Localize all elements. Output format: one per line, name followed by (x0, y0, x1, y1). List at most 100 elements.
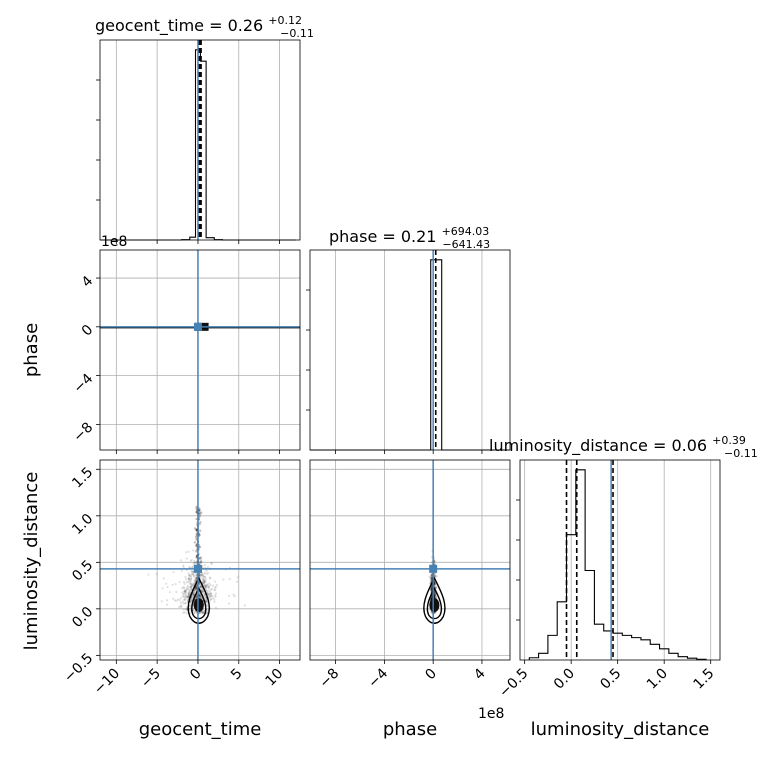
sample-point (192, 549, 195, 552)
xlabel-phase: phase (383, 719, 437, 740)
sample-point (192, 612, 196, 615)
sample-point (204, 585, 208, 588)
sample-point (187, 594, 190, 597)
sample-point (199, 576, 202, 579)
sample-point (180, 605, 183, 609)
sample-point (191, 573, 194, 576)
xtick-label-luminosity_distance: 0.0 (551, 666, 578, 693)
sample-point (192, 607, 195, 610)
sample-point (191, 593, 195, 596)
sample-point (190, 584, 194, 587)
sample-point (198, 574, 201, 578)
sample-point (212, 597, 215, 600)
histogram-phase (310, 259, 510, 451)
sample-point (189, 578, 192, 581)
sample-point (172, 571, 175, 574)
sample-point (200, 610, 203, 614)
sample-point (205, 600, 208, 603)
histogram-luminosity_distance (528, 469, 707, 660)
sample-point (190, 584, 193, 587)
sample-point (199, 585, 202, 589)
sample-point (190, 570, 193, 573)
sample-point (185, 569, 188, 572)
sample-point (193, 527, 197, 530)
sample-point (165, 603, 169, 606)
sample-point (188, 574, 191, 577)
sample-point (191, 593, 195, 596)
sample-point (429, 589, 433, 592)
sample-point (189, 585, 193, 588)
sample-point (147, 573, 150, 576)
sample-point (184, 608, 187, 611)
sample-point (188, 578, 191, 581)
sample-point (185, 606, 188, 609)
scale-label-phase-x: 1e8 (478, 706, 504, 722)
sample-point (183, 611, 186, 614)
sample-point (434, 593, 437, 597)
sample-point (194, 535, 198, 539)
sample-point (189, 601, 192, 604)
sample-point (434, 586, 438, 589)
sample-point (195, 596, 198, 599)
xtick-label-geocent_time: 5 (228, 666, 246, 684)
sample-point (207, 586, 210, 590)
sample-point (195, 584, 198, 588)
sample-point (185, 608, 189, 611)
sample-point (188, 575, 191, 578)
sample-point (194, 556, 198, 559)
sample-point (243, 604, 247, 607)
sample-point (187, 577, 191, 580)
sample-point (202, 579, 205, 582)
panel-frame (309, 459, 511, 661)
sample-point (205, 598, 208, 601)
sample-point (187, 591, 190, 595)
sample-point (187, 593, 191, 596)
sample-point (168, 591, 172, 594)
sample-point (433, 593, 436, 597)
data-layer (100, 40, 707, 660)
sample-point (214, 594, 217, 597)
sample-point (208, 594, 211, 598)
sample-point (200, 574, 203, 577)
sample-point (201, 574, 205, 577)
sample-point (434, 596, 437, 599)
sample-point (181, 600, 184, 604)
sample-point (198, 507, 201, 510)
sample-point (202, 573, 205, 576)
sample-point (433, 574, 436, 577)
xlabel-geocent-time: geocent_time (139, 719, 262, 740)
sample-point (200, 511, 203, 514)
xtick-label-luminosity_distance: 1.5 (690, 666, 717, 693)
sample-point (182, 608, 185, 611)
sample-point (199, 560, 203, 563)
panel-frame (99, 249, 301, 451)
sample-point (189, 583, 192, 586)
sample-point (214, 580, 217, 583)
sample-point (430, 577, 433, 580)
sample-point (185, 596, 189, 599)
sample-point (198, 595, 202, 599)
xlabel-luminosity-distance: luminosity_distance (531, 719, 710, 740)
sample-point (175, 590, 178, 594)
ylabel-luminosity-distance: luminosity_distance (21, 472, 42, 651)
sample-point (182, 598, 185, 602)
sample-point (202, 578, 206, 581)
sample-point (434, 575, 437, 578)
sample-point (200, 596, 203, 599)
sample-point (205, 585, 208, 588)
sample-point (192, 591, 195, 594)
sample-point (192, 573, 195, 576)
sample-point (202, 577, 205, 580)
sample-point (190, 597, 193, 600)
xtick-label-geocent_time: 0 (187, 666, 205, 684)
sample-point (183, 586, 186, 589)
sample-point (187, 577, 190, 580)
sample-point (430, 576, 433, 579)
sample-point (214, 595, 217, 598)
sample-point (193, 589, 196, 592)
sample-point (189, 588, 192, 591)
sample-point (184, 595, 187, 598)
sample-point (192, 562, 195, 565)
sample-point (205, 584, 208, 587)
sample-point (188, 589, 192, 592)
